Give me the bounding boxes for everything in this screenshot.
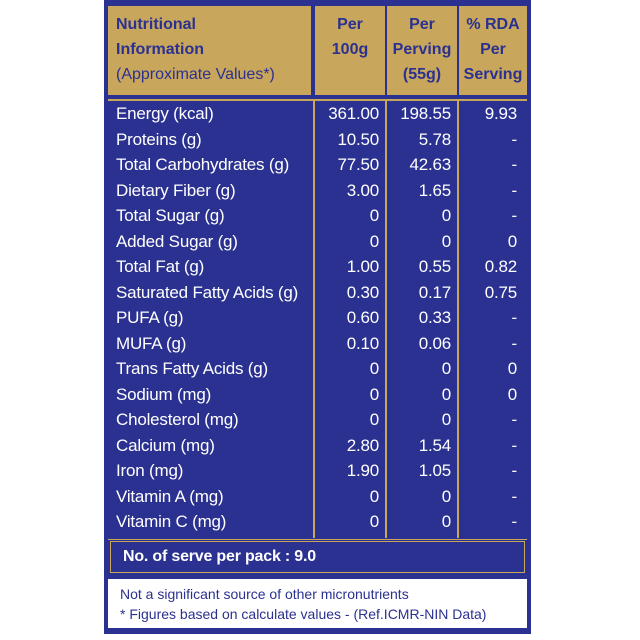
table-cell: Saturated Fatty Acids (g) (116, 282, 299, 302)
table-cell: 1.54 (418, 435, 451, 455)
table-cell: Sodium (mg) (116, 384, 212, 404)
table-cell: 0 (441, 512, 451, 531)
table-cell: - (511, 129, 518, 149)
table-cell: Total Fat (g) (116, 257, 205, 276)
table-cell: 0 (441, 231, 451, 251)
table-cell: Energy (kcal) (116, 104, 214, 123)
header-text: Information (116, 41, 204, 58)
footer-box: Not a significant source of other micron… (108, 579, 527, 628)
table-cell: 0 (507, 384, 517, 404)
table-cell: 0 (441, 486, 451, 506)
table-cell: 0 (507, 231, 517, 251)
table-cell: - (511, 308, 518, 327)
table-cell: Iron (mg) (116, 461, 184, 480)
table-cell: Total Sugar (g) (116, 206, 225, 225)
table-cell: Trans Fatty Acids (g) (116, 359, 268, 378)
table-cell: Added Sugar (g) (116, 231, 238, 251)
table-cell: 1.05 (418, 461, 451, 480)
header-text: (55g) (402, 66, 442, 83)
table-cell: Total Carbohydrates (g) (116, 155, 290, 174)
table-cell: Calcium (mg) (116, 435, 215, 455)
header-cell: % RDA Per Serving (459, 6, 527, 95)
column-rule (385, 100, 387, 538)
table-cell: 0 (507, 359, 517, 378)
column-rule (313, 100, 315, 538)
table-cell: 42.63 (409, 155, 451, 174)
table-cell: 5.78 (418, 129, 451, 149)
table-cell: 0.30 (346, 282, 379, 302)
table-cell: - (511, 333, 518, 353)
serve-row: No. of serve per pack : 9.0 (110, 541, 525, 573)
table-cell: 0.55 (418, 257, 451, 276)
table-cell: 0 (369, 359, 379, 378)
table-cell: 0.60 (346, 308, 379, 327)
table-cell: - (511, 206, 518, 225)
table-cell: 1.65 (418, 180, 451, 200)
table-cell: 0.75 (484, 282, 517, 302)
table-cell: - (511, 461, 518, 480)
table-cell: 1.00 (346, 257, 379, 276)
header-text: 100g (331, 41, 369, 58)
table-cell: PUFA (g) (116, 308, 184, 327)
header-text: % RDA (466, 16, 520, 33)
table-cell: 0 (441, 384, 451, 404)
table-cell: 198.55 (400, 104, 451, 123)
table-cell: 0 (369, 486, 379, 506)
table-cell: 0.06 (418, 333, 451, 353)
header-rule (108, 99, 527, 101)
header-text: Serving (463, 66, 523, 83)
table-cell: 0 (441, 359, 451, 378)
header-cell: Per Perving (55g) (387, 6, 457, 95)
header-text: Per (480, 41, 506, 58)
table-cell: 0.10 (346, 333, 379, 353)
table-cell: 0 (369, 410, 379, 429)
footer-note: Not a significant source of other micron… (120, 586, 409, 602)
table-cell: 0.33 (418, 308, 451, 327)
table-cell: Vitamin C (mg) (116, 512, 227, 531)
table-cell: 10.50 (337, 129, 379, 149)
table-cell: - (511, 155, 518, 174)
table-cell: 0.17 (418, 282, 451, 302)
table-cell: Dietary Fiber (g) (116, 180, 236, 200)
table-cell: 2.80 (346, 435, 379, 455)
table-cell: - (511, 512, 518, 531)
table-cell: Vitamin A (mg) (116, 486, 224, 506)
table-cell: 0 (369, 512, 379, 531)
footer-note: * Figures based on calculate values - (R… (120, 606, 487, 622)
table-cell: 77.50 (337, 155, 379, 174)
table-cell: 0.82 (484, 257, 517, 276)
header-text: (Approximate Values*) (116, 66, 275, 83)
header-cell: Per 100g (315, 6, 385, 95)
nutrition-panel (104, 0, 531, 634)
table-cell: 0 (441, 206, 451, 225)
table-cell: Cholesterol (mg) (116, 410, 239, 429)
header-text: Nutritional (116, 16, 196, 33)
header-cell: Nutritional Information (Approximate Value… (108, 6, 311, 95)
header-text: Per (337, 16, 363, 33)
header-text: Per (409, 16, 435, 33)
table-cell: - (511, 435, 518, 455)
table-cell: 9.93 (484, 104, 517, 123)
table-cell: 3.00 (346, 180, 379, 200)
table-cell: 0 (369, 384, 379, 404)
table-cell: Proteins (g) (116, 129, 202, 149)
table-cell: - (511, 180, 518, 200)
body-rule (108, 538, 527, 540)
table-cell: 0 (369, 206, 379, 225)
table-cell: 361.00 (328, 104, 379, 123)
table-cell: - (511, 486, 518, 506)
table-cell: 0 (369, 231, 379, 251)
header-text: Perving (392, 41, 452, 58)
column-rule (457, 100, 459, 538)
table-cell: 0 (441, 410, 451, 429)
table-cell: MUFA (g) (116, 333, 187, 353)
table-cell: - (511, 410, 518, 429)
table-cell: 1.90 (346, 461, 379, 480)
